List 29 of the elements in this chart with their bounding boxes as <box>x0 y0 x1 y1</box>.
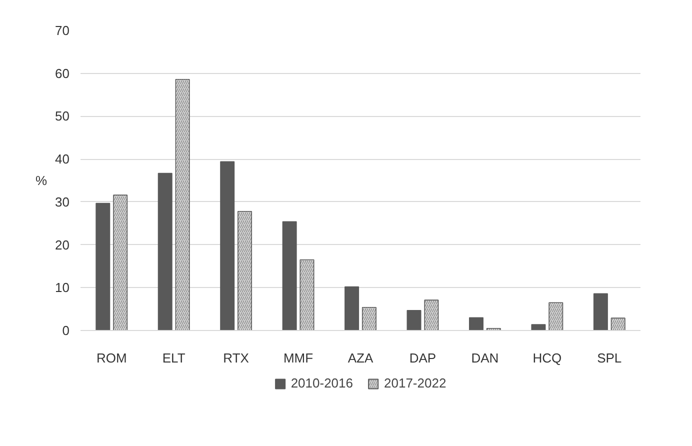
x-tick-label: AZA <box>348 350 374 366</box>
y-tick-label: 0 <box>62 323 70 338</box>
bar <box>593 293 608 330</box>
legend-label: 2017-2022 <box>384 376 446 390</box>
y-tick-label: 20 <box>55 237 70 252</box>
x-tick-label: DAN <box>471 350 499 366</box>
x-tick-label: ROM <box>96 350 127 366</box>
x-tick-label: DAP <box>409 350 436 366</box>
y-tick-label: 60 <box>55 66 70 81</box>
x-tick-label: SPL <box>597 350 622 366</box>
legend-label: 2010-2016 <box>290 376 353 390</box>
bar <box>282 221 297 330</box>
x-tick-label: ELT <box>162 350 186 366</box>
y-tick-label: 70 <box>55 23 70 38</box>
y-axis-title: % <box>35 173 48 188</box>
bar <box>531 324 546 330</box>
bar <box>158 172 172 330</box>
bar <box>344 286 360 330</box>
x-tick-label: MMF <box>283 350 314 366</box>
bar <box>406 310 422 330</box>
x-tick-label: RTX <box>223 350 250 366</box>
bar <box>220 161 235 330</box>
bar <box>468 317 484 330</box>
y-tick-label: 50 <box>55 108 70 124</box>
y-tick-label: 10 <box>55 280 70 296</box>
x-tick-label: HCQ <box>532 350 562 366</box>
y-tick-label: 40 <box>55 152 70 167</box>
y-tick-label: 30 <box>55 194 70 210</box>
bar <box>96 202 110 330</box>
